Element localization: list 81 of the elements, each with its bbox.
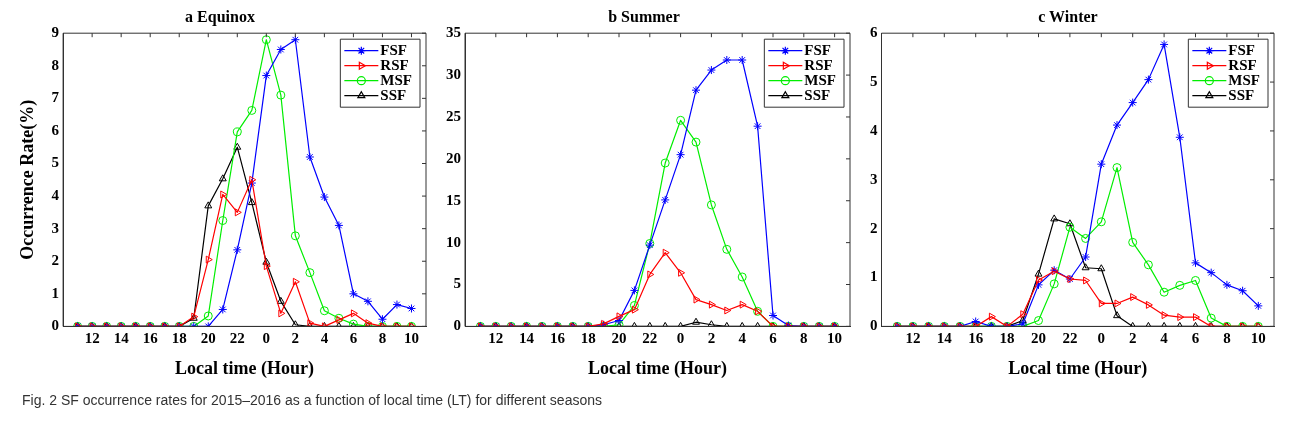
legend-label: RSF	[380, 56, 409, 73]
x-tick-label: 8	[800, 330, 808, 347]
caption: Fig. 2 SF occurrence rates for 2015–2016 as a function of local time (LT) for different seasons	[22, 392, 603, 408]
x-tick-label: 12	[905, 330, 921, 347]
x-tick-label: 16	[549, 330, 566, 347]
legend-label: RSF	[1228, 56, 1257, 73]
x-tick-label: 0	[262, 330, 271, 347]
x-tick-label: 20	[611, 330, 627, 347]
y-tick-label: 20	[446, 149, 461, 166]
x-tick-label: 2	[707, 330, 716, 347]
legend-label: SSF	[380, 86, 407, 103]
legend-label: SSF	[1228, 86, 1255, 103]
legend-label: SSF	[804, 86, 831, 103]
y-tick-label: 5	[51, 154, 60, 171]
x-axis-title: Local time (Hour)	[1008, 357, 1148, 379]
x-tick-label: 10	[827, 330, 843, 347]
x-tick-label: 8	[378, 330, 387, 347]
y-tick-label: 5	[453, 275, 461, 292]
x-tick-label: 18	[580, 330, 596, 347]
x-tick-label: 12	[84, 330, 100, 347]
x-tick-label: 10	[1250, 330, 1266, 347]
x-axis-title: Local time (Hour)	[588, 357, 727, 379]
y-tick-label: 4	[870, 121, 878, 138]
x-tick-label: 22	[642, 330, 658, 347]
x-tick-label: 4	[320, 330, 329, 347]
legend-label: MSF	[380, 71, 413, 88]
x-tick-label: 18	[999, 330, 1015, 347]
y-tick-label: 30	[446, 65, 461, 82]
x-tick-label: 16	[142, 330, 159, 347]
legend-label: FSF	[1228, 41, 1256, 58]
x-tick-label: 4	[1160, 330, 1169, 347]
x-tick-label: 12	[488, 330, 504, 347]
x-tick-label: 6	[1191, 330, 1200, 347]
y-tick-label: 3	[51, 219, 60, 236]
x-tick-label: 22	[229, 330, 245, 347]
y-tick-label: 3	[870, 170, 878, 187]
x-tick-label: 2	[291, 330, 300, 347]
y-axis-title: Occurrence Rate(%)	[17, 99, 39, 260]
y-tick-label: 0	[870, 317, 878, 334]
x-tick-label: 6	[769, 330, 778, 347]
x-tick-label: 4	[738, 330, 747, 347]
x-tick-label: 10	[403, 330, 419, 347]
x-tick-label: 0	[676, 330, 685, 347]
y-tick-label: 8	[51, 56, 60, 73]
x-tick-label: 20	[1031, 330, 1046, 347]
y-tick-label: 0	[453, 317, 461, 334]
y-tick-label: 4	[51, 186, 60, 203]
legend-label: RSF	[804, 56, 833, 73]
chart-title: a Equinox	[185, 7, 255, 26]
x-tick-label: 18	[171, 330, 187, 347]
legend-label: FSF	[804, 41, 832, 58]
x-tick-label: 20	[200, 330, 216, 347]
legend-label: MSF	[1228, 71, 1261, 88]
x-tick-label: 2	[1128, 330, 1137, 347]
legend-label: FSF	[380, 41, 408, 58]
y-tick-label: 6	[51, 121, 60, 138]
x-tick-label: 6	[349, 330, 358, 347]
y-tick-label: 1	[51, 284, 60, 301]
chart-title: b Summer	[608, 7, 680, 25]
y-tick-label: 15	[446, 191, 461, 208]
y-tick-label: 7	[51, 89, 60, 106]
y-tick-label: 35	[446, 24, 461, 41]
x-axis-title: Local time (Hour)	[175, 357, 315, 379]
y-tick-label: 25	[446, 107, 461, 124]
y-tick-label: 2	[870, 219, 878, 236]
y-tick-label: 6	[870, 24, 878, 41]
x-tick-label: 14	[519, 330, 535, 347]
y-tick-label: 1	[870, 268, 878, 285]
legend-label: MSF	[804, 71, 837, 88]
x-tick-label: 8	[1223, 330, 1231, 347]
chart-title: c Winter	[1038, 7, 1098, 25]
x-tick-label: 22	[1062, 330, 1078, 347]
x-tick-label: 14	[936, 330, 953, 347]
y-tick-label: 10	[446, 233, 461, 250]
x-tick-label: 16	[968, 330, 984, 347]
x-tick-label: 0	[1097, 330, 1106, 347]
y-tick-label: 2	[51, 252, 60, 269]
y-tick-label: 0	[51, 317, 60, 334]
y-tick-label: 9	[51, 24, 60, 41]
y-tick-label: 5	[870, 72, 878, 89]
x-tick-label: 14	[113, 330, 130, 347]
